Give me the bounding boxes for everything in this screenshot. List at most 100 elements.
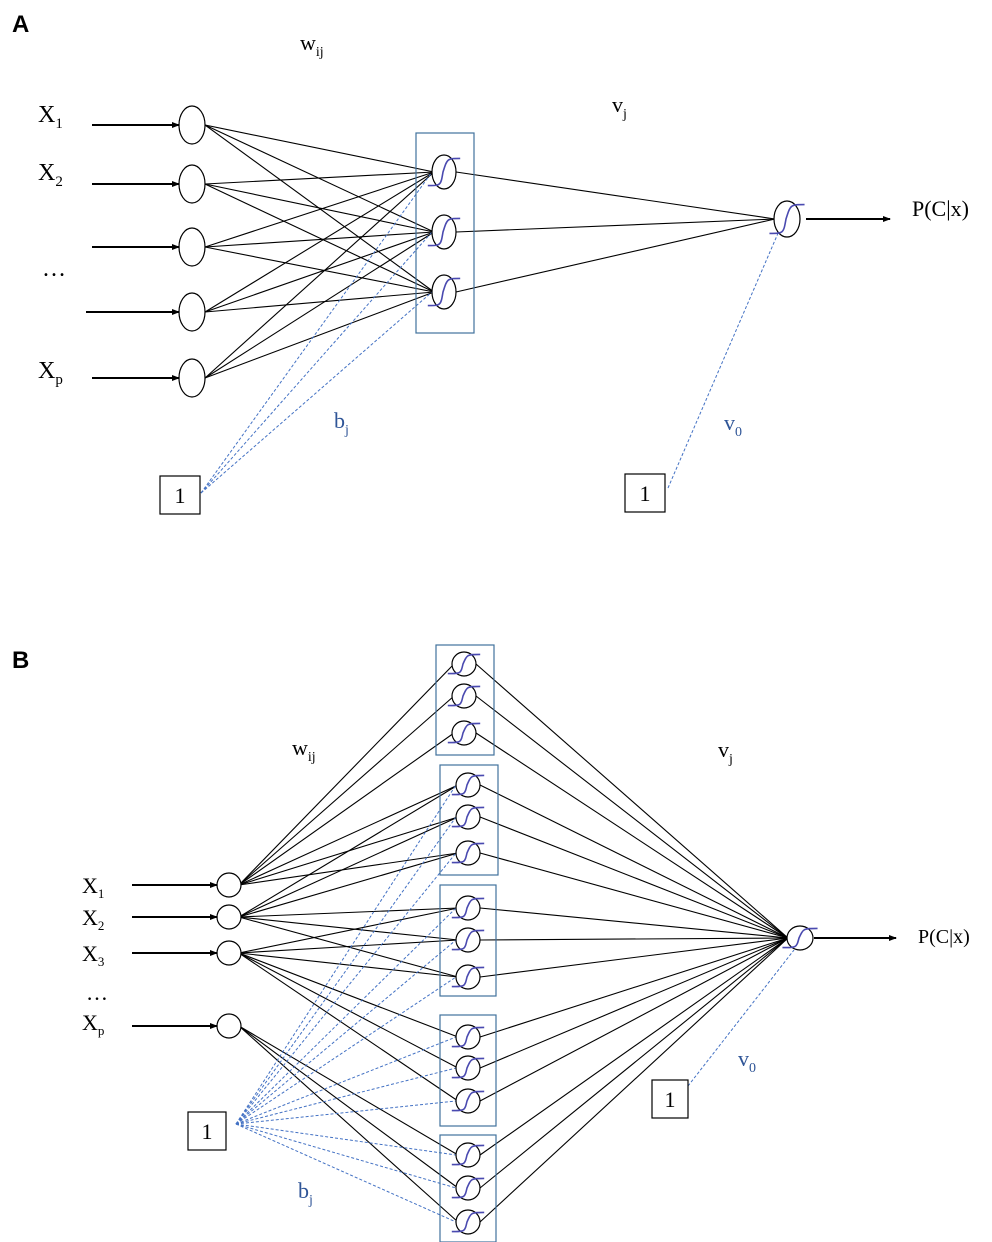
input-node-1 <box>216 872 242 898</box>
input-node-3 <box>216 940 242 966</box>
bias-conn-group-3-node-1 <box>235 907 457 1125</box>
hidden-group-5-node-3 <box>451 1209 485 1235</box>
hidden-group-4-node-2-circle <box>455 1055 481 1081</box>
conn-group-4-node-1-output <box>479 937 789 1038</box>
input-label-xp: Xp <box>38 358 63 388</box>
panel-b-input-arrows <box>132 882 218 1029</box>
conn-input-1-group-2-node-1 <box>238 784 459 886</box>
output-node-sigmoid-icon <box>782 927 818 949</box>
bias-node-hidden <box>159 475 201 515</box>
hidden-node-2-sigmoid-icon <box>427 217 461 247</box>
hidden-group-4-node-2-sigmoid-icon <box>451 1057 485 1079</box>
conn-hidden-1-output <box>455 171 776 220</box>
conn-group-4-node-3-output <box>479 937 789 1102</box>
conn-input-4-hidden-1 <box>204 171 435 313</box>
hidden-group-3-node-3-circle <box>455 964 481 990</box>
bias-hidden-label: bj <box>334 408 349 438</box>
bias-conn-group-5-node-2 <box>235 1123 457 1189</box>
hidden-group-1-node-3 <box>447 720 481 746</box>
hidden-group-2-node-2-circle <box>455 804 481 830</box>
conn-group-2-node-2-output <box>479 816 789 939</box>
input-label-x3: X3 <box>82 941 104 969</box>
panel-a-input-arrows <box>86 122 180 381</box>
bias-conn-hidden-3 <box>200 291 433 494</box>
bias-out-label: v0 <box>724 410 742 440</box>
hidden-group-3-node-1-sigmoid-icon <box>451 897 485 919</box>
input-label-ellipsis: … <box>86 980 108 1005</box>
hidden-group-2-node-3-circle <box>455 840 481 866</box>
hidden-group-4-node-1-sigmoid-icon <box>451 1026 485 1048</box>
conn-group-5-node-1-output <box>479 937 789 1156</box>
bias-node-out-text: 1 <box>640 481 651 506</box>
conn-group-1-node-2-output <box>475 695 789 939</box>
hidden-node-1 <box>427 154 461 190</box>
hidden-group-5-node-2-sigmoid-icon <box>451 1177 485 1199</box>
hidden-node-3 <box>427 274 461 310</box>
weights-in-label: wij <box>300 30 324 60</box>
input-label-xp: Xp <box>82 1010 104 1038</box>
conn-input-5-hidden-1 <box>204 171 435 379</box>
bias-conn-hidden-2 <box>200 231 433 494</box>
hidden-group-box-3 <box>439 884 497 997</box>
output-node-circle <box>786 925 814 951</box>
bias-node-out <box>624 473 666 513</box>
hidden-group-1-node-3-circle <box>451 720 477 746</box>
hidden-group-3-node-2 <box>451 927 485 953</box>
input-label-x2: X2 <box>82 905 104 933</box>
panel-b-label: B <box>12 647 29 674</box>
conn-input-5-hidden-3 <box>204 291 435 379</box>
input-label-x1: X1 <box>38 102 63 132</box>
conn-group-5-node-3-output <box>479 937 789 1223</box>
hidden-group-2-node-1 <box>451 772 485 798</box>
hidden-group-5-node-3-sigmoid-icon <box>451 1211 485 1233</box>
bias-node-out <box>651 1079 689 1119</box>
conn-input-3-group-3-node-1 <box>238 907 459 954</box>
output-node <box>769 200 805 238</box>
panel-a-connections <box>204 124 776 379</box>
bias-conn-group-4-node-3 <box>235 1100 457 1125</box>
hidden-group-1-node-3-sigmoid-icon <box>447 722 481 744</box>
output-node-circle <box>773 200 801 238</box>
hidden-group-4-node-1-circle <box>455 1024 481 1050</box>
conn-input-2-hidden-3 <box>204 183 435 293</box>
hidden-group-1-node-2-sigmoid-icon <box>447 685 481 707</box>
hidden-group-5-node-1 <box>451 1142 485 1168</box>
hidden-group-4-node-1 <box>451 1024 485 1050</box>
conn-input-1-group-1-node-2 <box>238 695 455 886</box>
conn-input-2-group-3-node-2 <box>238 916 459 941</box>
conn-input-1-hidden-1 <box>204 124 435 173</box>
hidden-group-2-node-1-sigmoid-icon <box>451 774 485 796</box>
conn-group-5-node-2-output <box>479 937 789 1189</box>
hidden-group-1-node-1-circle <box>451 651 477 677</box>
input-node-5 <box>178 358 206 398</box>
hidden-group-2-node-3 <box>451 840 485 866</box>
conn-group-4-node-2-output <box>479 937 789 1069</box>
bias-conn-group-2-node-2 <box>235 816 457 1125</box>
conn-input-2-group-2-node-1 <box>238 784 459 918</box>
panel-b: B X1 X2 X3 … Xp wij vj bj v0 1 1 P(C|x) <box>12 644 970 1242</box>
conn-group-1-node-1-output <box>475 663 789 939</box>
hidden-node-1-sigmoid-icon <box>427 157 461 187</box>
hidden-group-box-1 <box>435 644 495 756</box>
hidden-node-3-sigmoid-icon <box>427 277 461 307</box>
bias-conn-group-2-node-1 <box>235 784 457 1125</box>
bias-conn-group-4-node-1 <box>235 1036 457 1125</box>
conn-input-3-hidden-3 <box>204 246 435 293</box>
panel-a: A X1 X2 … Xp wij vj bj v0 1 1 P(C|x) <box>12 11 969 515</box>
hidden-group-5-node-1-sigmoid-icon <box>451 1144 485 1166</box>
conn-group-2-node-3-output <box>479 852 789 939</box>
bias-conn-group-5-node-1 <box>235 1123 457 1156</box>
hidden-group-4-node-3-circle <box>455 1088 481 1114</box>
hidden-node-2 <box>427 214 461 250</box>
conn-hidden-3-output <box>455 218 776 293</box>
hidden-group-box-5 <box>439 1134 497 1242</box>
conn-group-3-node-3-output <box>479 937 789 978</box>
conn-hidden-2-output <box>455 218 776 233</box>
weights-in-label: wij <box>292 735 316 765</box>
hidden-group-4-node-2 <box>451 1055 485 1081</box>
conn-input-1-group-1-node-3 <box>238 732 455 886</box>
bias-node-hidden-text: 1 <box>175 483 186 508</box>
output-node <box>782 925 818 951</box>
hidden-group-3-node-1 <box>451 895 485 921</box>
